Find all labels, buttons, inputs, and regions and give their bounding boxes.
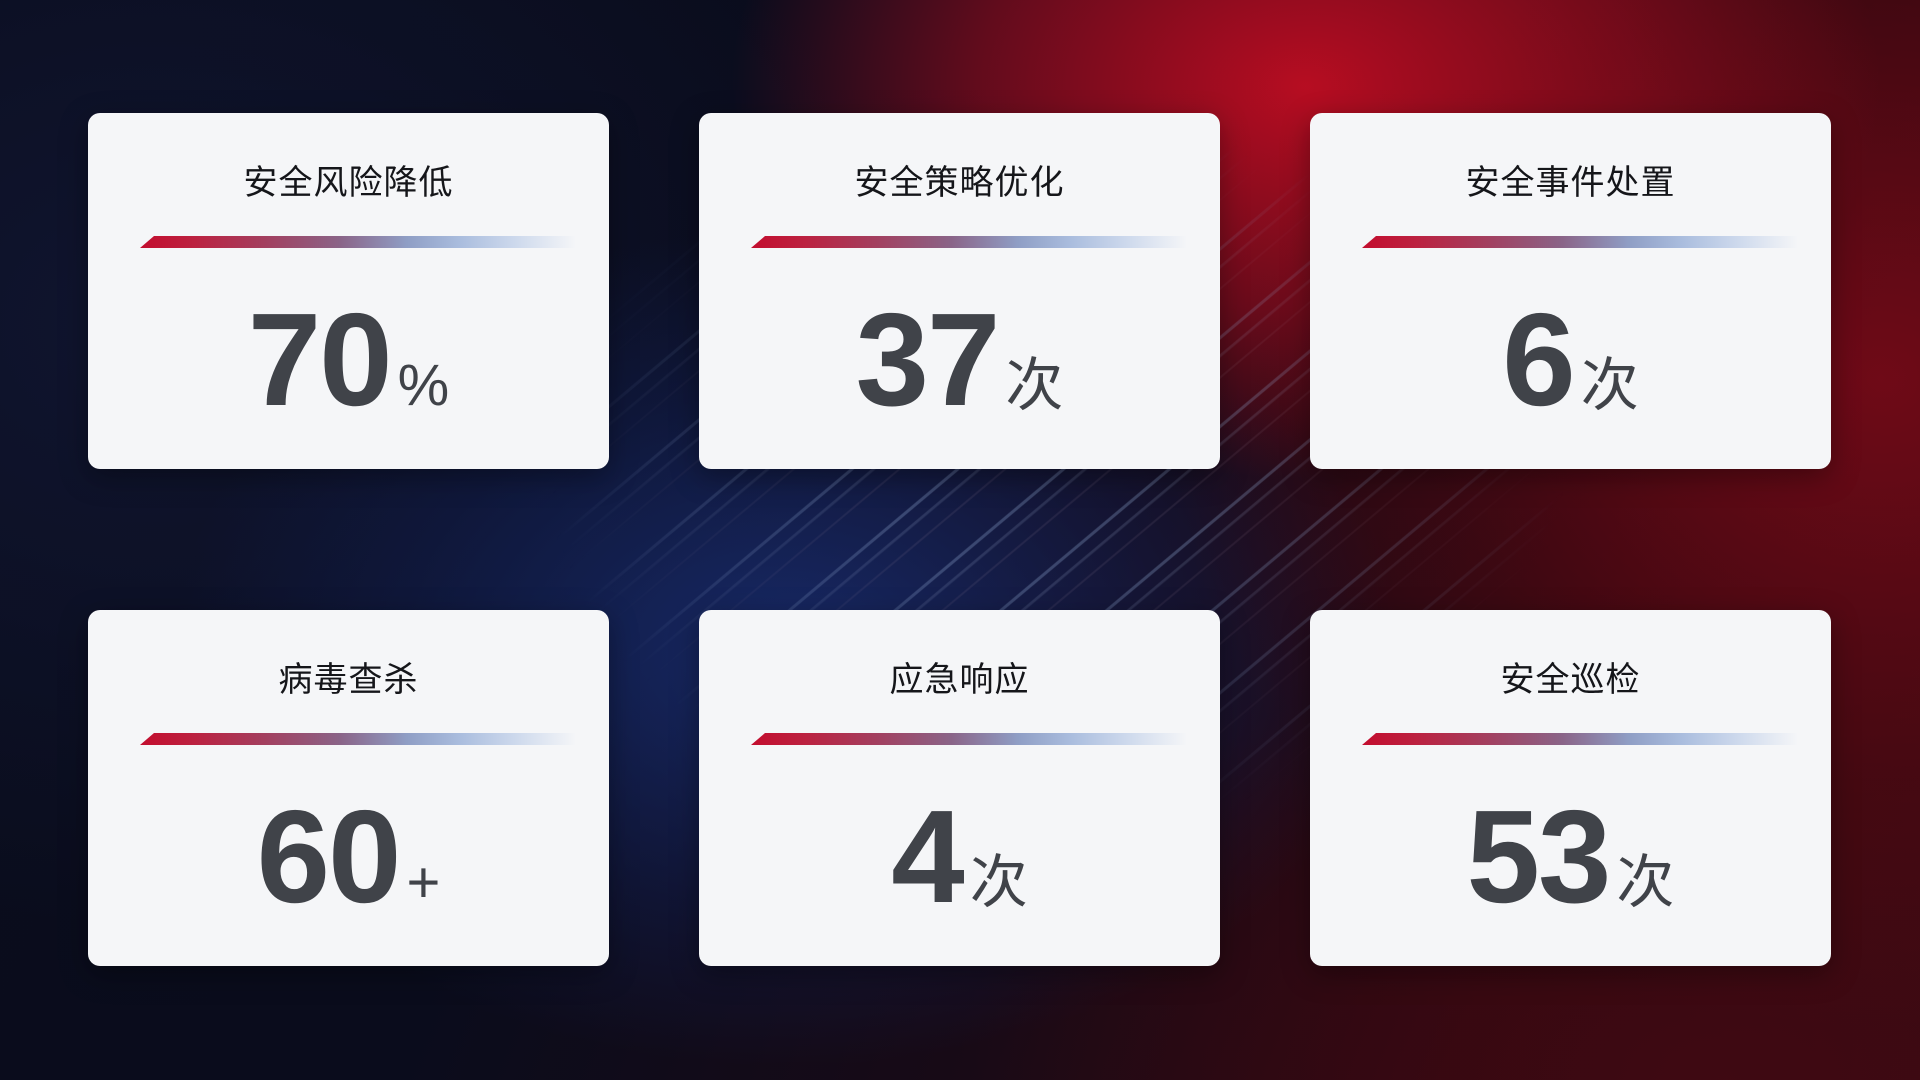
stat-card-security-inspection: 安全巡检 53 次	[1310, 610, 1831, 966]
stat-card-emergency-response: 应急响应 4 次	[699, 610, 1220, 966]
stat-value: 6	[1502, 286, 1575, 433]
card-title: 安全风险降低	[243, 164, 454, 202]
accent-line	[1362, 733, 1807, 745]
stat-unit: 次	[1580, 353, 1639, 418]
stat-card-security-risk: 安全风险降低 70 %	[88, 113, 609, 469]
card-title: 安全策略优化	[854, 164, 1065, 202]
stat-value-group: 6 次	[1310, 294, 1831, 426]
stat-value-group: 37 次	[699, 294, 1220, 426]
card-title: 应急响应	[889, 661, 1030, 699]
stat-card-virus-scan: 病毒查杀 60 +	[88, 610, 609, 966]
stat-value-group: 4 次	[699, 791, 1220, 923]
card-title: 安全事件处置	[1465, 164, 1676, 202]
stat-value-group: 70 %	[88, 294, 609, 426]
stat-value: 60	[256, 783, 402, 930]
accent-line	[751, 733, 1196, 745]
card-title: 病毒查杀	[278, 661, 419, 699]
stat-value: 53	[1466, 783, 1612, 930]
stat-unit: %	[397, 353, 450, 418]
stat-unit: 次	[1005, 353, 1064, 418]
stat-unit: 次	[969, 850, 1028, 915]
accent-line	[751, 236, 1196, 248]
accent-line	[140, 733, 585, 745]
accent-line	[140, 236, 585, 248]
stat-value: 4	[891, 783, 964, 930]
stat-value-group: 53 次	[1310, 791, 1831, 923]
stat-unit: +	[406, 850, 441, 915]
accent-line	[1362, 236, 1807, 248]
stat-card-policy-optimization: 安全策略优化 37 次	[699, 113, 1220, 469]
stat-unit: 次	[1616, 850, 1675, 915]
stat-value: 70	[247, 286, 393, 433]
card-title: 安全巡检	[1500, 661, 1641, 699]
stat-card-incident-handling: 安全事件处置 6 次	[1310, 113, 1831, 469]
stats-grid: 安全风险降低 70 % 安全策略优化 37 次 安全事件处置 6 次 病毒查杀 …	[88, 113, 1831, 966]
stat-value: 37	[855, 286, 1001, 433]
stat-value-group: 60 +	[88, 791, 609, 923]
